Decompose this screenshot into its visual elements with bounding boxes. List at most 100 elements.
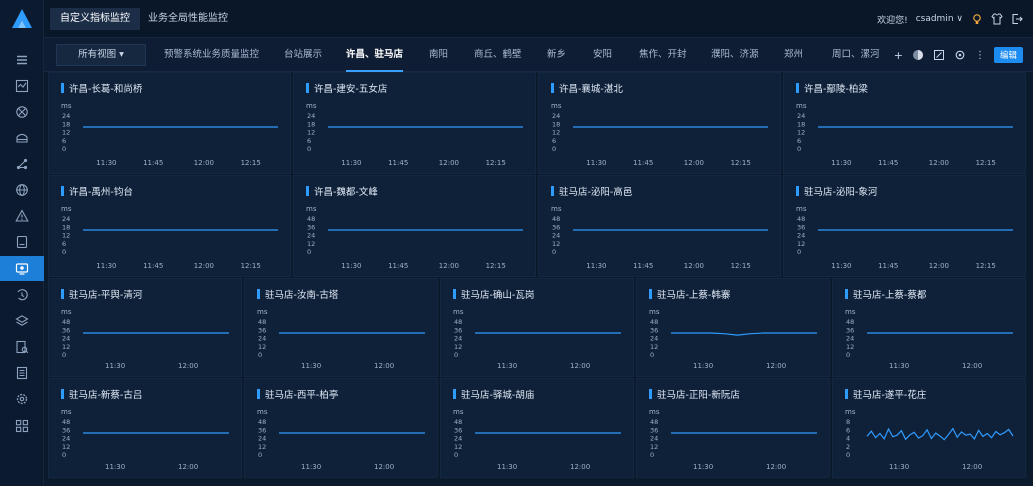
view-tab[interactable]: 商丘、鹤壁 [474,49,522,60]
edit-button[interactable]: 编辑 [993,47,1023,63]
sidebar-item[interactable] [0,282,44,307]
metric-panel[interactable]: 驻马店-泌阳-象河 ms 48 36 24 12 0 11:30 11:45 12:00 12:15 [783,175,1026,277]
x-tick-label: 11:30 [586,262,606,270]
title-marker-icon [61,186,64,196]
view-tab[interactable]: 焦作、开封 [639,49,687,60]
y-tick-label: 36 [552,223,560,231]
logout-icon[interactable] [1011,13,1023,25]
metric-panel[interactable]: 许昌-长葛-和尚桥 ms 24 18 12 6 0 11:30 11:45 12:00 12:15 [48,72,291,174]
username: csadmin [915,14,954,24]
sidebar-item[interactable] [0,386,44,411]
sidebar-item[interactable] [0,413,44,438]
sidebar-item[interactable] [0,256,44,281]
sidebar-item[interactable] [0,229,44,254]
view-tab[interactable]: 安阳 [593,49,613,60]
y-tick-label: 12 [62,343,70,351]
metric-panel[interactable]: 许昌-鄢陵-柏梁 ms 24 18 12 6 0 11:30 11:45 12:00 12:15 [783,72,1026,174]
y-tick-label: 36 [62,326,70,334]
y-axis-unit: ms [61,102,72,110]
metric-panel[interactable]: 驻马店-遂平-花庄 ms 8 6 4 2 0 11:30 12:00 [832,378,1026,478]
panel-title-text: 驻马店-平舆-清河 [69,290,143,301]
sidebar-item[interactable] [0,177,44,202]
sidebar-item[interactable] [0,125,44,150]
metric-panel[interactable]: 驻马店-正阳-新阮店 ms 48 36 24 12 0 11:30 12:00 [636,378,830,478]
metric-panel[interactable]: 许昌-建安-五女店 ms 24 18 12 6 0 11:30 11:45 12:00 12:15 [293,72,536,174]
metric-panel[interactable]: 驻马店-西平-柏亭 ms 48 36 24 12 0 11:30 12:00 [244,378,438,478]
view-tab[interactable]: 许昌、驻马店 [346,38,404,72]
metric-panel[interactable]: 驻马店-确山-瓦岗 ms 48 36 24 12 0 11:30 12:00 [440,278,634,377]
add-view-icon[interactable]: + [893,48,903,62]
x-tick-label: 11:45 [878,159,898,167]
y-tick-label: 0 [307,248,311,256]
top-right-toolbar: 欢迎您! csadmin ∨ [877,11,1023,27]
x-tick-label: 12:15 [976,262,996,270]
panel-title-text: 许昌-魏都-文峰 [314,187,378,198]
metric-panel[interactable]: 驻马店-泌阳-高邑 ms 48 36 24 12 0 11:30 11:45 12:00 12:15 [538,175,781,277]
top-tab-custom-metrics[interactable]: 自定义指标监控 [50,8,140,30]
view-tab[interactable]: 南阳 [429,49,449,60]
view-select[interactable]: 所有视图 ▾ [56,44,146,66]
panel-title-text: 驻马店-驿城-胡庙 [461,390,535,401]
y-tick-label: 4 [846,435,850,443]
sidebar-item[interactable] [0,73,44,98]
metric-panel[interactable]: 驻马店-上蔡-蔡都 ms 48 36 24 12 0 11:30 12:00 [832,278,1026,377]
sidebar-item[interactable] [0,99,44,124]
inspect-icon [16,340,29,353]
more-options-icon[interactable]: ⋮ [974,49,985,61]
view-tab[interactable]: 周口、漯河 [832,49,880,60]
y-tick-label: 24 [62,215,70,223]
metric-panel[interactable]: 驻马店-驿城-胡庙 ms 48 36 24 12 0 11:30 12:00 [440,378,634,478]
monitor-icon [15,262,29,275]
metric-panel[interactable]: 许昌-禹州-钧台 ms 24 18 12 6 0 11:30 11:45 12:00 12:15 [48,175,291,277]
view-tab[interactable]: 预警系统业务质量监控 [164,49,260,60]
bulb-icon[interactable] [971,13,983,25]
view-tab[interactable]: 台站展示 [284,49,323,60]
view-tab[interactable]: 濮阳、济源 [711,49,759,60]
shirt-icon[interactable] [991,13,1003,25]
metric-panel[interactable]: 驻马店-平舆-清河 ms 48 36 24 12 0 11:30 12:00 [48,278,242,377]
view-tab[interactable]: 新乡 [547,49,567,60]
view-tab[interactable]: 郑州 [784,49,804,60]
title-marker-icon [845,389,848,399]
metric-panel[interactable]: 驻马店-上蔡-韩寨 ms 48 36 24 12 0 11:30 12:00 [636,278,830,377]
panel-title: 驻马店-遂平-花庄 [845,387,926,401]
settings-icon[interactable] [954,49,966,61]
panel-title-text: 驻马店-确山-瓦岗 [461,290,535,301]
theme-toggle-icon[interactable] [912,49,924,61]
y-axis-unit: ms [257,308,268,316]
sidebar-item[interactable] [0,360,44,385]
document-icon [16,366,28,379]
metric-panel[interactable]: 驻马店-新蔡-古吕 ms 48 36 24 12 0 11:30 12:00 [48,378,242,478]
y-tick-label: 36 [307,223,315,231]
y-tick-label: 24 [552,232,560,240]
y-tick-label: 36 [258,426,266,434]
y-tick-label: 0 [62,145,66,153]
x-tick-label: 11:30 [96,262,116,270]
y-tick-label: 18 [797,120,805,128]
y-tick-label: 0 [797,248,801,256]
y-axis-unit: ms [61,408,72,416]
fullscreen-icon[interactable] [933,49,945,61]
metric-panel[interactable]: 驻马店-汝南-古塔 ms 48 36 24 12 0 11:30 12:00 [244,278,438,377]
metric-panel[interactable]: 许昌-襄城-湛北 ms 24 18 12 6 0 11:30 11:45 12:00 12:15 [538,72,781,174]
sidebar-item[interactable] [0,334,44,359]
y-tick-label: 24 [454,335,462,343]
sidebar-item[interactable] [0,151,44,176]
x-tick-label: 11:30 [889,362,909,370]
sidebar-item[interactable] [0,47,44,72]
y-tick-label: 6 [797,137,801,145]
sidebar-item[interactable] [0,308,44,333]
sidebar-item[interactable] [0,203,44,228]
top-tab-global-performance[interactable]: 业务全局性能监控 [148,13,228,24]
y-tick-label: 36 [62,426,70,434]
x-tick-label: 12:00 [684,262,704,270]
y-axis-unit: ms [453,408,464,416]
user-menu[interactable]: csadmin ∨ [916,14,963,24]
panel-title: 许昌-长葛-和尚桥 [61,81,142,95]
x-tick-label: 12:15 [486,159,506,167]
metric-panel[interactable]: 许昌-魏都-文峰 ms 48 36 24 12 0 11:30 11:45 12:00 12:15 [293,175,536,277]
y-tick-label: 36 [797,223,805,231]
